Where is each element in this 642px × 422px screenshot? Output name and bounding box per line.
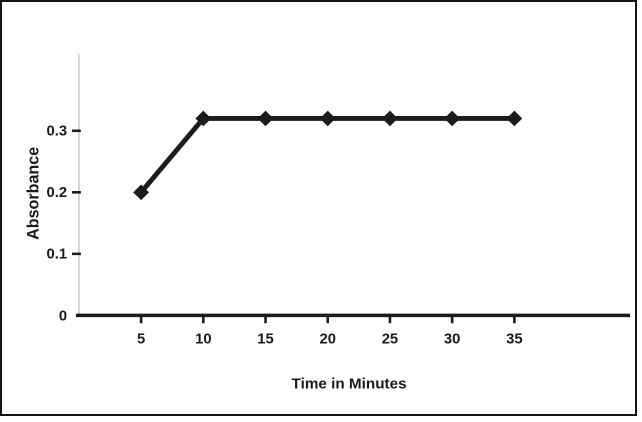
data-point-marker [444, 110, 461, 127]
y-tick-label: 0.1 [47, 247, 68, 263]
data-point-marker [257, 110, 274, 127]
series-line [139, 116, 515, 194]
y-axis-title: Absorbance [24, 147, 42, 240]
data-point-marker [319, 110, 336, 127]
x-tick-label: 25 [382, 332, 398, 348]
figure-frame: 5 10 15 20 25 30 35 0 0.1 0.2 0.3 Absorbance Time … [0, 0, 637, 416]
x-tick-label: 35 [506, 332, 522, 348]
x-tick-label: 5 [137, 332, 145, 348]
absorbance-line-chart: 5 10 15 20 25 30 35 0 0.1 0.2 0.3 Absorbance Time … [24, 53, 631, 393]
plot-layer: 5 10 15 20 25 30 35 0 0.1 0.2 0.3 [47, 53, 631, 348]
x-tick-label: 15 [257, 332, 273, 348]
data-point-marker [195, 110, 212, 127]
data-point-marker [133, 184, 150, 201]
x-axis-title: Time in Minutes [292, 376, 407, 393]
x-tick-label: 20 [320, 332, 336, 348]
data-point-marker [382, 110, 398, 127]
data-point-marker [506, 110, 523, 127]
x-tick-label: 30 [444, 332, 460, 348]
y-tick-label: 0.2 [47, 185, 68, 201]
y-tick-label: 0 [59, 308, 67, 324]
x-tick-label: 10 [195, 332, 211, 348]
y-tick-label: 0.3 [47, 124, 68, 140]
